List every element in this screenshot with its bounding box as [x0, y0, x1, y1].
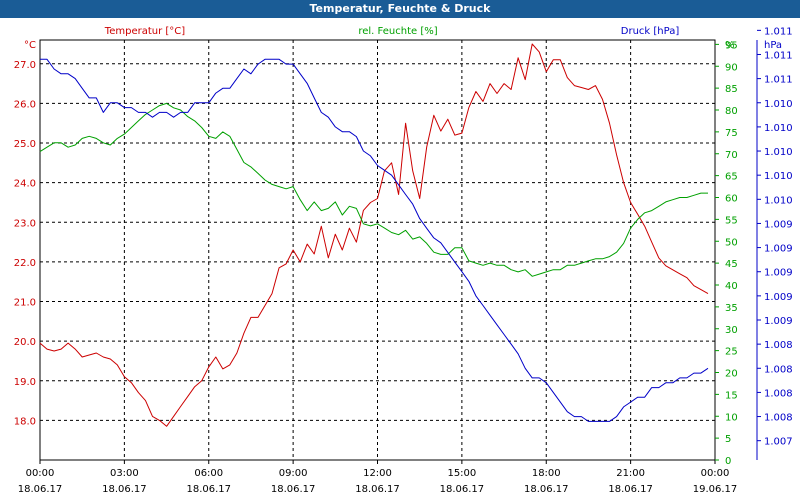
y-tick-label-pressure: 1.007 [764, 437, 793, 448]
x-tick-label-time: 15:00 [447, 468, 476, 479]
y-axis-unit-pressure: hPa [764, 40, 782, 51]
series-line-pressure [40, 58, 709, 422]
y-tick-label-humidity: 85 [725, 84, 738, 95]
y-tick-label-humidity: 5 [725, 434, 731, 445]
y-tick-label-humidity: 0 [725, 456, 731, 467]
y-tick-label-humidity: 65 [725, 172, 738, 183]
y-tick-label-pressure: 1.009 [764, 292, 793, 303]
y-tick-label-pressure: 1.010 [764, 99, 793, 110]
y-tick-label-humidity: 40 [725, 281, 738, 292]
y-tick-label-temperature: 22.0 [14, 258, 36, 269]
y-tick-label-pressure: 1.010 [764, 195, 793, 206]
y-tick-label-humidity: 25 [725, 347, 738, 358]
x-tick-label-time: 09:00 [279, 468, 308, 479]
y-tick-label-pressure: 1.010 [764, 171, 793, 182]
legend-pressure: Druck [hPa] [621, 26, 680, 37]
x-tick-label-date: 18.06.17 [271, 484, 316, 495]
y-tick-label-temperature: 23.0 [14, 218, 36, 229]
y-tick-label-humidity: 75 [725, 128, 738, 139]
x-tick-label-date: 18.06.17 [440, 484, 485, 495]
x-tick-label-time: 21:00 [616, 468, 645, 479]
y-tick-label-temperature: 19.0 [14, 377, 36, 388]
x-tick-label-time: 12:00 [363, 468, 392, 479]
x-tick-label-date: 18.06.17 [186, 484, 231, 495]
x-tick-label-time: 18:00 [532, 468, 561, 479]
y-tick-label-humidity: 30 [725, 325, 738, 336]
y-tick-label-temperature: 25.0 [14, 139, 36, 150]
y-tick-label-humidity: 60 [725, 194, 738, 205]
y-tick-label-pressure: 1.011 [764, 75, 793, 86]
y-tick-label-pressure: 1.011 [764, 26, 793, 37]
y-tick-label-pressure: 1.009 [764, 219, 793, 230]
y-tick-label-humidity: 20 [725, 369, 738, 380]
y-tick-label-pressure: 1.011 [764, 50, 793, 61]
series-line-humidity [39, 102, 708, 277]
y-tick-label-humidity: 80 [725, 106, 738, 117]
y-tick-label-pressure: 1.008 [764, 388, 793, 399]
y-tick-label-humidity: 70 [725, 150, 738, 161]
x-tick-label-date: 18.06.17 [608, 484, 653, 495]
y-tick-label-humidity: 10 [725, 412, 738, 423]
y-tick-label-temperature: 18.0 [14, 416, 36, 427]
y-tick-label-humidity: 15 [725, 390, 738, 401]
y-tick-label-humidity: 95 [725, 40, 738, 51]
y-tick-label-pressure: 1.008 [764, 340, 793, 351]
chart-title: Temperatur, Feuchte & Druck [0, 0, 800, 18]
legend-temperature: Temperatur [°C] [104, 26, 185, 37]
legend-humidity: rel. Feuchte [%] [358, 26, 437, 37]
x-tick-label-time: 03:00 [110, 468, 139, 479]
y-tick-label-humidity: 55 [725, 215, 738, 226]
y-tick-label-humidity: 50 [725, 237, 738, 248]
y-tick-label-pressure: 1.008 [764, 364, 793, 375]
x-tick-label-date: 18.06.17 [102, 484, 147, 495]
y-tick-label-pressure: 1.009 [764, 316, 793, 327]
y-tick-label-humidity: 35 [725, 303, 738, 314]
y-tick-label-temperature: 27.0 [14, 60, 36, 71]
y-axis-unit-humidity: % [725, 40, 735, 51]
x-tick-label-date: 18.06.17 [524, 484, 569, 495]
y-tick-label-pressure: 1.009 [764, 244, 793, 255]
x-tick-label-time: 00:00 [26, 468, 55, 479]
y-tick-label-temperature: 26.0 [14, 99, 36, 110]
y-tick-label-temperature: 24.0 [14, 179, 36, 190]
series-line-temperature [39, 43, 709, 427]
x-tick-label-date: 18.06.17 [18, 484, 63, 495]
y-tick-label-temperature: 20.0 [14, 337, 36, 348]
x-tick-label-time: 06:00 [194, 468, 223, 479]
y-tick-label-pressure: 1.009 [764, 268, 793, 279]
y-tick-label-humidity: 90 [725, 62, 738, 73]
y-tick-label-pressure: 1.010 [764, 123, 793, 134]
y-axis-unit-temperature: °C [24, 40, 36, 51]
x-tick-label-time: 00:00 [701, 468, 730, 479]
y-tick-label-temperature: 21.0 [14, 298, 36, 309]
y-tick-label-pressure: 1.010 [764, 147, 793, 158]
y-tick-label-humidity: 45 [725, 259, 738, 270]
y-tick-label-pressure: 1.008 [764, 413, 793, 424]
x-tick-label-date: 18.06.17 [355, 484, 400, 495]
x-tick-label-date: 19.06.17 [693, 484, 738, 495]
